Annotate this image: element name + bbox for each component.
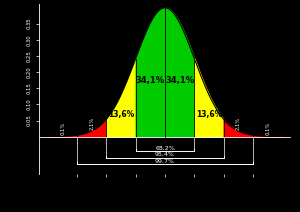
Text: 0,1%: 0,1%: [265, 122, 270, 135]
Text: 0,1%: 0,1%: [60, 122, 65, 135]
Text: 99,7%: 99,7%: [155, 159, 175, 163]
Text: 34,1%: 34,1%: [165, 76, 194, 85]
Text: 68,2%: 68,2%: [155, 146, 175, 151]
Text: 13,6%: 13,6%: [108, 110, 134, 119]
Text: 95,4%: 95,4%: [155, 152, 175, 157]
Text: 34,1%: 34,1%: [136, 76, 165, 85]
Text: 2,1%: 2,1%: [89, 117, 94, 130]
Text: 2,1%: 2,1%: [236, 117, 241, 130]
Text: 13,6%: 13,6%: [196, 110, 222, 119]
